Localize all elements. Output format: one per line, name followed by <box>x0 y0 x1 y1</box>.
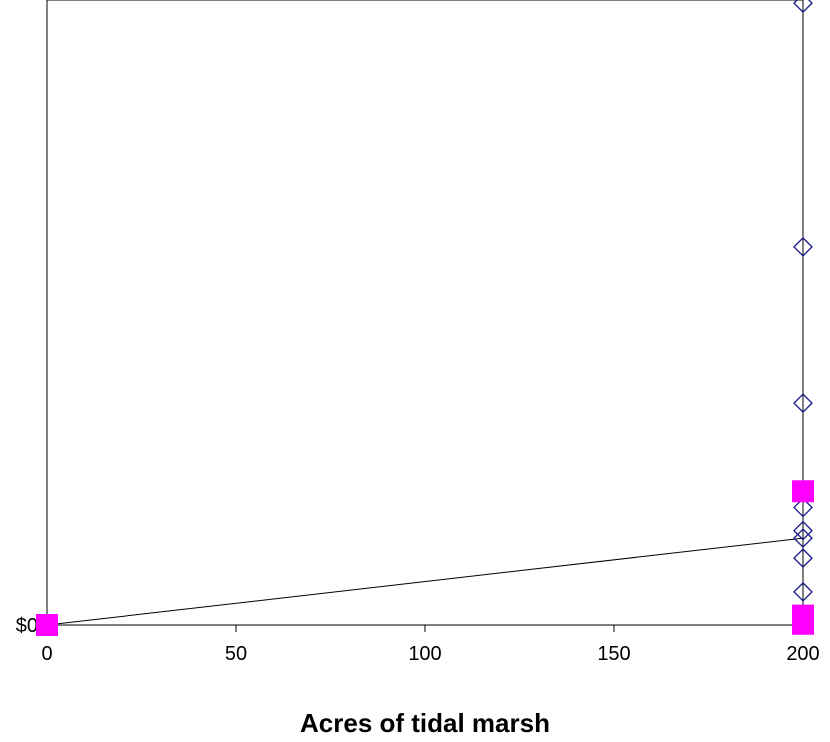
diamond-point <box>793 497 813 518</box>
x-axis-title: Acres of tidal marsh <box>300 708 550 738</box>
square-point <box>792 612 814 635</box>
x-tick-label: 100 <box>408 643 441 665</box>
x-tick-label: 50 <box>225 643 247 665</box>
square-point <box>792 480 814 503</box>
diamond-point <box>793 0 813 14</box>
diamond-point <box>793 528 813 549</box>
trend-line <box>46 537 804 626</box>
diamond-point <box>793 520 813 541</box>
x-tick-label: 150 <box>597 643 630 665</box>
square-point <box>36 614 58 636</box>
x-tick-label: 200 <box>786 643 819 665</box>
diamond-point <box>793 393 813 414</box>
plot-area <box>46 0 804 626</box>
series-layer <box>36 0 814 636</box>
x-axis: 0 50 100 150 200 <box>41 625 820 665</box>
x-tick-label: 0 <box>41 643 52 665</box>
diamond-point <box>793 581 813 602</box>
y-tick-label: $0 <box>16 615 38 637</box>
diamond-point <box>793 548 813 569</box>
diamond-point <box>793 236 813 257</box>
